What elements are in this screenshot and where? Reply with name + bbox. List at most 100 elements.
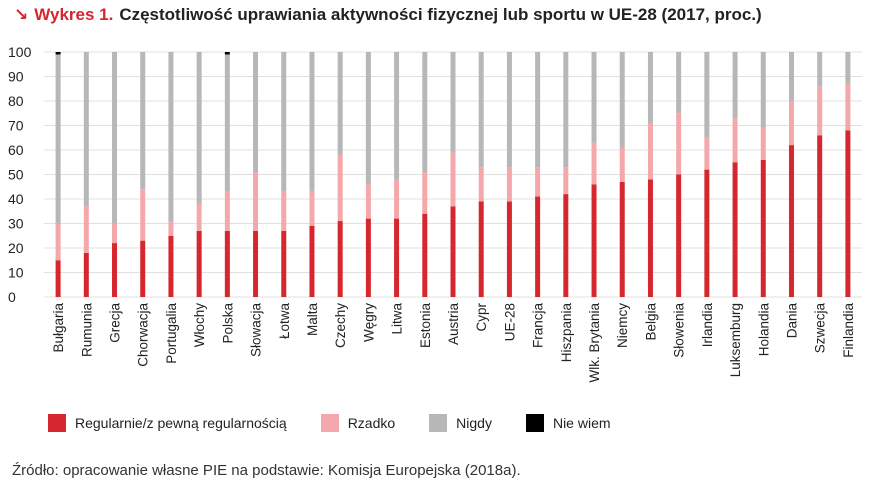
bar-segment	[676, 113, 682, 175]
bar-segment	[140, 189, 146, 241]
bar-segment	[732, 52, 738, 119]
bar-segment	[337, 221, 343, 297]
bar-segment	[647, 179, 653, 297]
bar-segment	[760, 159, 766, 297]
y-tick-label: 30	[8, 216, 24, 232]
bar-segment	[168, 235, 174, 297]
bar-segment	[647, 123, 653, 180]
bar-segment	[704, 169, 710, 297]
bar-segment	[591, 184, 597, 297]
x-tick-label: Włochy	[192, 303, 207, 348]
legend-item: Nie wiem	[525, 414, 611, 432]
bar-segment	[140, 52, 146, 190]
x-tick-label: Polska	[220, 303, 235, 344]
bar-segment	[676, 174, 682, 297]
bar-segment	[112, 243, 118, 297]
bar-segment	[619, 52, 625, 148]
y-tick-label: 50	[8, 167, 24, 183]
x-tick-label: UE-28	[502, 303, 517, 341]
bar-segment	[281, 191, 287, 231]
y-tick-label: 90	[8, 69, 24, 85]
x-tick-label: Malta	[305, 303, 320, 337]
bar-segment	[619, 147, 625, 182]
bar-segment	[196, 230, 202, 297]
bar-segment	[253, 52, 259, 173]
title-text: Częstotliwość uprawiania aktywności fizy…	[119, 5, 762, 24]
legend-swatch	[48, 414, 66, 432]
x-tick-label: Grecja	[108, 303, 123, 343]
bar-segment	[732, 162, 738, 297]
x-tick-label: Chorwacja	[136, 303, 151, 367]
x-tick-label: Litwa	[390, 303, 405, 335]
source-note: Źródło: opracowanie własne PIE na podsta…	[12, 462, 521, 479]
legend-swatch	[429, 414, 448, 432]
bar-segment	[168, 52, 174, 222]
bar-segment	[478, 201, 484, 297]
x-tick-label: Dania	[784, 303, 799, 339]
bar-segment	[422, 172, 428, 214]
chart-title: ↘ Wykres 1. Częstotliwość uprawiania aktyw…	[14, 5, 762, 25]
x-tick-label: Łotwa	[277, 303, 292, 340]
bar-segment	[506, 52, 512, 168]
bar-segment	[394, 218, 400, 297]
x-tick-label: Rumunia	[79, 303, 94, 358]
bar-segment	[817, 86, 823, 136]
bar-segment	[478, 52, 484, 168]
bar-segment	[845, 83, 851, 131]
x-tick-label: Francja	[531, 303, 546, 349]
bar-segment	[619, 181, 625, 297]
legend-swatch	[525, 414, 544, 432]
chart-plot: 0 10 20 30 40 50 60 70 80 90 100 Bułgaria Rumunia Gre…	[8, 44, 862, 383]
bar-segment	[224, 230, 230, 297]
bar-segment	[281, 52, 287, 192]
y-tick-label: 70	[8, 118, 24, 134]
x-tick-label: Portugalia	[164, 303, 179, 364]
bar-segment	[563, 52, 569, 168]
bar-segment	[224, 191, 230, 231]
arrow-icon: ↘	[14, 5, 29, 24]
legend-item: Nigdy	[429, 414, 492, 432]
bar-segment	[506, 167, 512, 202]
x-tick-label: Słowenia	[672, 303, 687, 358]
bar-segment	[365, 52, 371, 185]
bar-segment	[845, 52, 851, 84]
bar-segment	[365, 184, 371, 219]
legend-item: Rzadko	[320, 414, 395, 432]
bar-segment	[365, 218, 371, 297]
bar-segment	[450, 206, 456, 297]
x-tick-label: Holandia	[756, 303, 771, 357]
bar-segment	[337, 154, 343, 222]
bar-segment	[168, 221, 174, 236]
bar-segment	[563, 167, 569, 195]
bar-segment	[422, 52, 428, 173]
bar-segment	[309, 225, 315, 297]
legend: Regularnie/z pewną regularnością Rzadko Ni…	[48, 414, 645, 432]
bar-segment	[112, 223, 118, 244]
x-tick-label: Hiszpania	[559, 303, 574, 363]
bar-segment	[535, 167, 541, 197]
bar-segment	[506, 201, 512, 297]
bar-segment	[112, 52, 118, 224]
bar-segment	[83, 206, 89, 253]
bar-segment	[83, 52, 89, 207]
bar-segment	[788, 145, 794, 297]
bar-segment	[478, 167, 484, 202]
bar-segment	[337, 52, 343, 155]
legend-item: Regularnie/z pewną regularnością	[48, 414, 287, 432]
bar-segment	[732, 118, 738, 163]
bar-segment	[55, 260, 61, 297]
bar-segment	[394, 179, 400, 219]
bar-segment	[253, 230, 259, 297]
y-tick-label: 80	[8, 93, 24, 109]
y-tick-label: 100	[8, 44, 32, 60]
x-tick-label: Luksemburg	[728, 303, 743, 377]
bar-segment	[591, 52, 597, 143]
y-tick-label: 60	[8, 142, 24, 158]
x-tick-label: Estonia	[418, 303, 433, 349]
x-tick-label: Czechy	[333, 303, 348, 348]
bar-segment	[676, 52, 682, 114]
y-tick-label: 10	[8, 265, 24, 281]
bar-segment	[535, 52, 541, 168]
legend-swatch	[320, 414, 339, 432]
